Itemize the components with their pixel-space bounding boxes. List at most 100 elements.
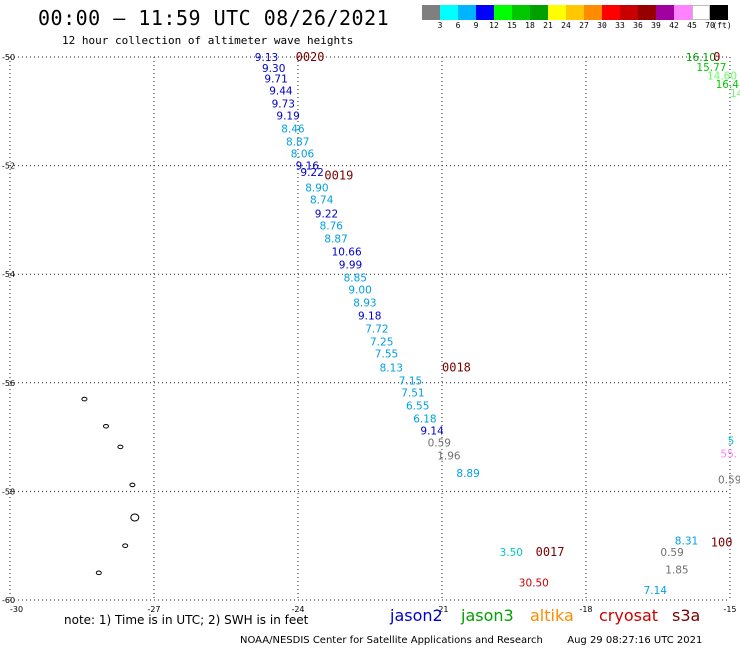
map-title: 00:00 – 11:59 UTC 08/26/2021 <box>38 6 390 30</box>
color-scale-label: 45 <box>687 21 697 30</box>
wave-height-label: 8.85 <box>344 272 367 284</box>
pass-time-label: 0 <box>713 50 720 64</box>
color-swatch <box>530 5 548 20</box>
wave-height-label: 14.60 <box>707 70 737 82</box>
color-scale-label: 3 <box>437 21 443 30</box>
color-swatch <box>566 5 584 20</box>
wave-height-label: 6.18 <box>413 414 436 426</box>
wave-height-label: 7.14 <box>644 585 668 597</box>
color-swatch <box>458 5 476 20</box>
pass-time-label: 0018 <box>442 361 471 375</box>
footer-credit: NOAA/NESDIS Center for Satellite Applica… <box>240 635 702 646</box>
lat-tick-label: -54 <box>2 270 15 279</box>
wave-height-label: 10.66 <box>332 246 362 258</box>
wave-height-label: 9.44 <box>269 86 293 98</box>
wave-height-label: 9.30 <box>262 63 285 75</box>
color-scale-label: 15 <box>507 21 517 30</box>
legend-s3a: s3a <box>672 606 701 625</box>
wave-height-values: 9.139.309.719.449.739.198.468.878.069.16… <box>255 52 740 597</box>
wave-height-label: 9.99 <box>339 259 362 271</box>
island-outline <box>81 396 88 402</box>
wave-height-label: 8.06 <box>291 149 315 161</box>
color-scale-label: 24 <box>561 21 571 30</box>
color-swatch <box>512 5 530 20</box>
pass-time-label: 100 <box>711 535 733 549</box>
color-swatch <box>422 5 440 20</box>
island-outline <box>117 444 124 450</box>
footer-timestamp: Aug 29 08:27:16 UTC 2021 <box>567 635 703 646</box>
color-swatch <box>494 5 512 20</box>
wave-height-label: 8.13 <box>380 363 403 375</box>
wave-height-label: 7.72 <box>365 324 388 336</box>
island-outline <box>129 482 136 488</box>
wave-height-label: 6.55 <box>406 401 429 413</box>
wave-height-label: 8.89 <box>456 468 479 480</box>
wave-height-label: 9.22 <box>315 208 338 220</box>
wave-height-label: 8.46 <box>281 124 305 136</box>
color-scale-label: 18 <box>525 21 535 30</box>
color-swatch <box>710 5 728 20</box>
color-scale-label: 21 <box>543 21 553 30</box>
axis-tick-labels: -30 -27 -24 -21 -18 -15 -50 -52 -54 -56 -58 -60 <box>2 53 737 614</box>
wave-height-label: 0.59 <box>428 438 451 450</box>
legend-jason3: jason3 <box>461 606 514 625</box>
color-scale-label: 36 <box>633 21 643 30</box>
wave-height-label: 7.15 <box>399 376 422 388</box>
legend-cryosat: cryosat <box>599 606 659 625</box>
wave-height-label: 9.00 <box>348 284 371 296</box>
lon-tick-label: -30 <box>10 605 23 614</box>
color-scale-label: (ft) <box>712 21 732 30</box>
legend-jason2: jason2 <box>390 606 443 625</box>
wave-height-label: 9.16 <box>296 161 320 173</box>
wave-height-label: 8.74 <box>310 194 334 206</box>
wave-height-label: 9.13 <box>255 52 278 64</box>
wave-height-label: 55. <box>720 448 737 460</box>
wave-height-label: 1.85 <box>665 565 688 577</box>
wave-height-label: 8.93 <box>353 297 376 309</box>
wave-height-label: 5 <box>728 435 735 447</box>
color-scale-labels: 3 6 9 12 15 18 21 24 27 30 33 36 39 42 45 70 (ft) <box>422 21 740 33</box>
wave-height-label: 9.14 <box>420 426 444 438</box>
color-swatch <box>476 5 494 20</box>
color-swatch <box>692 5 710 20</box>
wave-height-label: 15.77 <box>696 62 726 74</box>
color-swatch <box>674 5 692 20</box>
wave-height-label: 8.31 <box>675 535 698 547</box>
island-outlines <box>81 396 140 576</box>
pass-time-label: 0020 <box>296 50 325 64</box>
pass-time-label: 0019 <box>324 168 353 182</box>
color-swatch <box>584 5 602 20</box>
lat-tick-label: -50 <box>2 53 15 62</box>
wave-height-label: 7.25 <box>370 337 393 349</box>
wave-height-label: 8.87 <box>286 137 309 149</box>
color-scale-label: 33 <box>615 21 625 30</box>
color-scale-label: 12 <box>489 21 499 30</box>
island-outline <box>103 423 109 429</box>
footer-agency: NOAA/NESDIS Center for Satellite Applica… <box>240 635 543 646</box>
color-swatch <box>548 5 566 20</box>
lat-tick-label: -52 <box>2 162 15 171</box>
wave-height-label: 7.55 <box>375 348 398 360</box>
lon-tick-label: -18 <box>579 605 592 614</box>
color-scale-bar <box>422 5 728 20</box>
color-scale-label: 30 <box>597 21 607 30</box>
wave-height-label: 9.73 <box>272 99 295 111</box>
island-outline <box>95 570 102 576</box>
wave-height-label: 3.50 <box>500 547 523 559</box>
wave-height-label: 16.4 <box>716 79 740 91</box>
wave-height-label: 1.96 <box>437 451 461 463</box>
color-swatch <box>620 5 638 20</box>
wave-height-label: 8.90 <box>305 182 328 194</box>
color-scale-label: 9 <box>473 21 479 30</box>
island-outline <box>122 543 129 549</box>
legend-altika: altika <box>530 606 574 625</box>
lat-lon-grid <box>9 56 731 601</box>
color-swatch <box>440 5 458 20</box>
island-outline <box>130 513 140 522</box>
color-swatch <box>602 5 620 20</box>
lon-tick-label: -21 <box>435 605 448 614</box>
lon-tick-label: -24 <box>291 605 304 614</box>
wave-height-label: 30.50 <box>519 578 549 590</box>
wave-height-label: 7.51 <box>401 388 424 400</box>
